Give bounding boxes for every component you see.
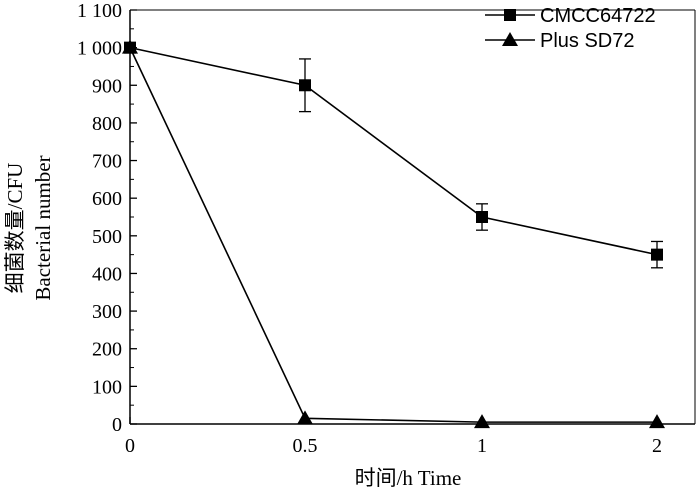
legend: CMCC64722 Plus SD72	[485, 5, 656, 52]
x-tick-label: 2	[652, 435, 662, 457]
legend-label: Plus SD72	[540, 30, 635, 52]
series-layer	[122, 39, 665, 429]
y-tick-label: 200	[92, 339, 122, 361]
y-tick-label: 500	[92, 226, 122, 248]
data-point	[474, 414, 490, 429]
data-point	[299, 79, 311, 92]
y-axis-title-en: Bacterial number	[31, 155, 55, 300]
y-tick-label: 900	[92, 75, 122, 97]
legend-label: CMCC64722	[540, 5, 656, 27]
x-tick-label: 0.5	[293, 435, 318, 457]
y-tick-label: 800	[92, 113, 122, 135]
series-2	[122, 39, 665, 429]
legend-marker	[502, 32, 518, 46]
y-tick-label: 700	[92, 151, 122, 173]
data-point	[297, 410, 313, 425]
data-point	[649, 414, 665, 429]
y-tick-label: 1 100	[77, 0, 122, 22]
y-axis-title-cn: 细菌数量/CFU	[3, 163, 27, 294]
y-tick-label: 1 000	[77, 38, 122, 60]
x-tick-label: 0	[125, 435, 135, 457]
y-tick-label: 100	[92, 376, 122, 398]
series-1	[124, 41, 663, 269]
y-tick-label: 400	[92, 263, 122, 285]
legend-marker	[504, 9, 516, 21]
x-axis-title: 时间/h Time	[355, 466, 462, 490]
series-line	[129, 47, 657, 423]
series-line	[129, 46, 658, 256]
data-point	[651, 248, 663, 261]
y-tick-label: 300	[92, 301, 122, 323]
data-point	[122, 39, 138, 54]
x-tick-label: 1	[477, 435, 487, 457]
data-point	[476, 211, 488, 223]
y-tick-label: 600	[92, 188, 122, 210]
y-tick-label: 0	[112, 414, 122, 436]
